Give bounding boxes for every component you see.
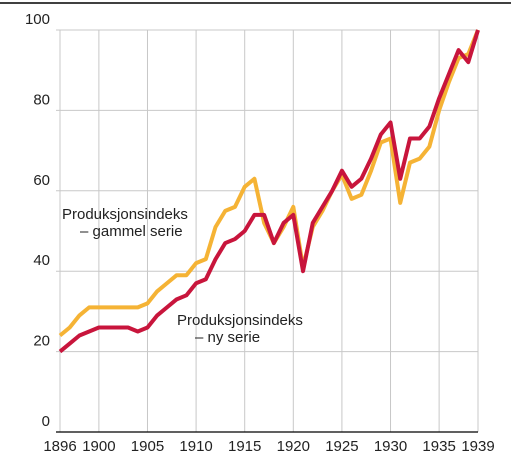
y-tick-label: 20 bbox=[33, 333, 50, 350]
y-tick-label: 100 bbox=[25, 11, 50, 28]
x-tick-label: 1915 bbox=[228, 438, 261, 455]
series-annotation: Produksjonsindeks bbox=[62, 206, 188, 223]
x-tick-label: 1935 bbox=[422, 438, 455, 455]
y-tick-label: 60 bbox=[33, 172, 50, 189]
x-tick-label: 1900 bbox=[82, 438, 115, 455]
y-tick-label: 40 bbox=[33, 252, 50, 269]
x-tick-label: 1925 bbox=[325, 438, 358, 455]
x-tick-label: 1905 bbox=[131, 438, 164, 455]
y-tick-label: 0 bbox=[42, 413, 50, 430]
series-annotation: – ny serie bbox=[195, 329, 260, 346]
x-tick-label: 1910 bbox=[179, 438, 212, 455]
series-line bbox=[58, 29, 480, 354]
x-tick-label: 1896 bbox=[43, 438, 76, 455]
x-tick-label: 1930 bbox=[374, 438, 407, 455]
series-annotation: Produksjonsindeks bbox=[177, 312, 303, 329]
y-tick-label: 80 bbox=[33, 91, 50, 108]
series-annotation: – gammel serie bbox=[80, 223, 183, 240]
x-tick-label: 1939 bbox=[461, 438, 494, 455]
x-tick-label: 1920 bbox=[277, 438, 310, 455]
series-line bbox=[58, 29, 480, 338]
